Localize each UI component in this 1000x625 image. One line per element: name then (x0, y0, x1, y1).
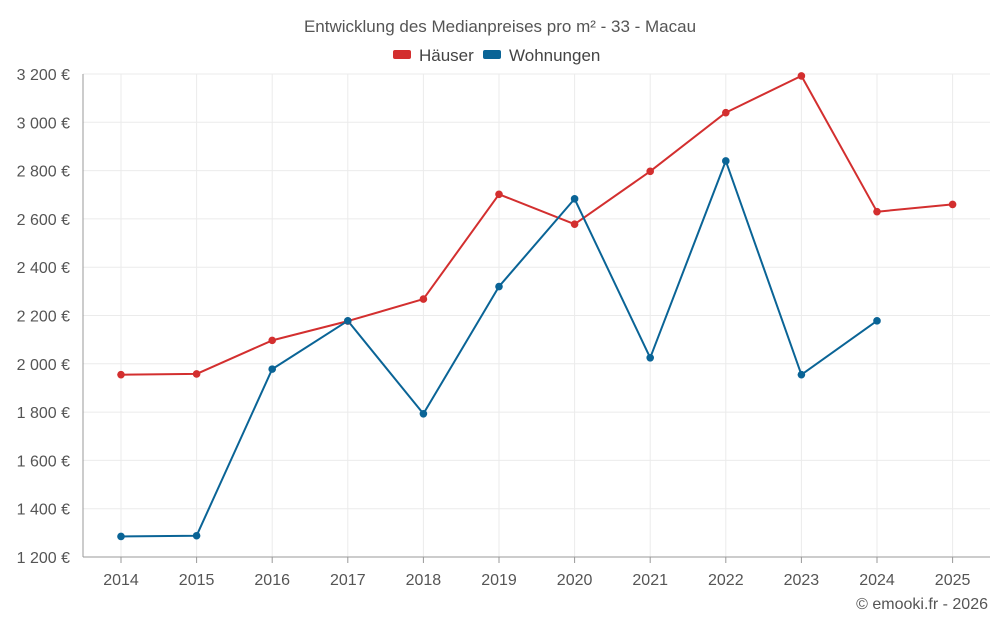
x-tick-label: 2022 (708, 572, 744, 589)
data-point-hauser[interactable] (570, 220, 579, 229)
x-tick-label: 2016 (254, 572, 290, 589)
x-tick-label: 2021 (632, 572, 668, 589)
x-tick-label: 2014 (103, 572, 139, 589)
y-tick-label: 3 200 € (17, 67, 70, 84)
data-point-hauser[interactable] (722, 108, 730, 117)
y-axis-tick-labels: 1 200 € 1 400 € 1 600 € 1 800 € 2 000 € 2 200… (17, 67, 70, 567)
y-tick-label: 2 000 € (17, 357, 70, 374)
data-point-wohnungen[interactable] (495, 282, 503, 291)
legend-swatch-hauser[interactable] (393, 50, 411, 59)
legend-label-wohnungen[interactable]: Wohnungen (509, 46, 600, 65)
data-point-hauser[interactable] (268, 336, 277, 345)
data-point-hauser[interactable] (495, 190, 503, 199)
data-point-wohnungen[interactable] (797, 370, 806, 379)
data-point-wohnungen[interactable] (419, 409, 428, 418)
data-point-hauser[interactable] (797, 72, 806, 80)
data-point-wohnungen[interactable] (646, 353, 654, 362)
y-tick-label: 1 200 € (17, 550, 70, 567)
y-tick-label: 1 800 € (17, 405, 70, 422)
data-point-hauser[interactable] (419, 295, 428, 303)
y-tick-label: 2 200 € (17, 309, 70, 326)
legend: Häuser Wohnungen (393, 46, 600, 65)
data-point-hauser[interactable] (646, 167, 654, 176)
data-point-wohnungen[interactable] (192, 531, 201, 540)
x-tick-label: 2024 (859, 572, 895, 589)
y-tick-label: 3 000 € (17, 115, 70, 132)
x-tick-label: 2019 (481, 572, 517, 589)
y-tick-label: 2 600 € (17, 212, 70, 229)
series-line-hauser (120, 74, 953, 376)
chart-title: Entwicklung des Medianpreises pro m² - 3… (304, 17, 696, 36)
legend-swatch-wohnungen[interactable] (483, 50, 501, 59)
data-point-hauser[interactable] (873, 207, 881, 216)
x-tick-label: 2020 (557, 572, 593, 589)
data-point-hauser[interactable] (117, 370, 125, 379)
data-point-wohnungen[interactable] (344, 317, 352, 325)
gridlines (83, 73, 990, 558)
data-point-hauser[interactable] (192, 370, 201, 378)
x-tick-label: 2025 (935, 572, 971, 589)
y-tick-label: 2 400 € (17, 260, 70, 277)
data-point-wohnungen[interactable] (117, 532, 125, 541)
credit-text: © emooki.fr - 2026 (856, 596, 988, 613)
axes (82, 74, 990, 563)
x-axis-tick-labels: 2014 2015 2016 2017 2018 2019 2020 2021 2022 2023… (103, 572, 970, 589)
x-tick-label: 2023 (784, 572, 820, 589)
legend-label-hauser[interactable]: Häuser (419, 46, 474, 65)
x-tick-label: 2015 (179, 572, 215, 589)
y-tick-label: 1 600 € (17, 453, 70, 470)
data-point-wohnungen[interactable] (570, 195, 579, 203)
data-point-wohnungen[interactable] (268, 365, 277, 373)
x-tick-label: 2018 (406, 572, 442, 589)
y-tick-label: 1 400 € (17, 502, 70, 519)
y-tick-label: 2 800 € (17, 164, 70, 181)
data-point-hauser[interactable] (948, 200, 957, 209)
series-layer (117, 72, 957, 541)
data-point-wohnungen[interactable] (722, 157, 730, 165)
x-tick-label: 2017 (330, 572, 366, 589)
data-point-wohnungen[interactable] (873, 317, 881, 325)
